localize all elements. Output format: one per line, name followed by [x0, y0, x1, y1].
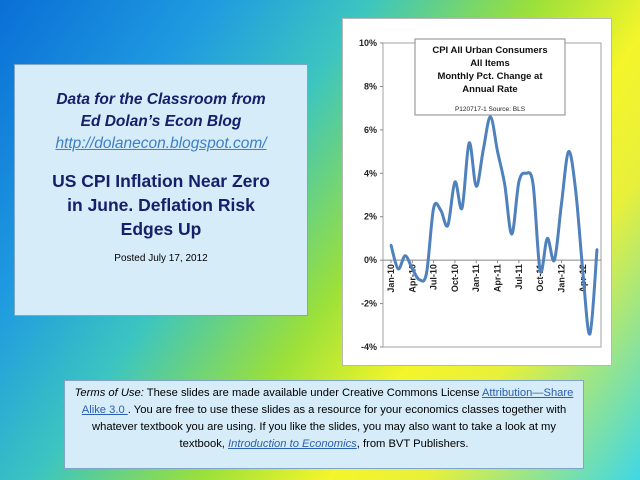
data-point: [531, 182, 535, 186]
terms-label: Terms of Use:: [74, 387, 144, 399]
x-tick-label: Oct-11: [535, 264, 545, 292]
cpi-chart-panel: 10% 8% 6% 4% 2% 0% -2% -4% Jan-10 Apr-10 Jul-10 Oct…: [342, 18, 612, 366]
series-line-cpi: [389, 115, 599, 336]
terms-of-use-box: Terms of Use: These slides are made avai…: [64, 380, 584, 469]
data-point: [595, 248, 599, 251]
data-point: [396, 267, 400, 271]
data-point: [482, 148, 485, 151]
chart-title-box: [414, 38, 566, 116]
headline-line-1: US CPI Inflation Near Zero: [52, 171, 270, 191]
slide-headline: US CPI Inflation Near Zero in June. Defl…: [15, 169, 307, 241]
chart-source-note: P120717-1 Source: BLS: [455, 106, 526, 113]
headline-line-3: Edges Up: [120, 219, 202, 239]
chart-title-line: Annual Rate: [462, 84, 517, 95]
y-tick-label: -2%: [361, 299, 377, 309]
data-point: [553, 258, 556, 262]
data-point: [439, 209, 442, 212]
headline-line-2: in June. Deflation Risk: [67, 195, 255, 215]
blog-url-link[interactable]: http://dolanecon.blogspot.com/: [55, 135, 267, 152]
chart-title-line: CPI All Urban Consumers: [432, 45, 547, 56]
data-point: [567, 150, 570, 153]
data-point: [453, 180, 457, 184]
blog-heading: Data for the Classroom from Ed Dolan’s E…: [15, 89, 307, 133]
terms-text-3: , from BVT Publishers.: [356, 438, 469, 450]
x-tick-label: Jan-11: [471, 264, 481, 292]
x-tick-label: Jul-10: [429, 264, 439, 290]
data-point: [411, 267, 414, 271]
y-tick-label: 6%: [364, 125, 377, 135]
cpi-line-chart: 10% 8% 6% 4% 2% 0% -2% -4% Jan-10 Apr-10 Jul-10 Oct…: [359, 38, 602, 352]
x-tick-label: Apr-10: [407, 264, 417, 293]
data-point: [418, 278, 421, 281]
y-tick-label: 4%: [364, 168, 377, 178]
title-panel: Data for the Classroom from Ed Dolan’s E…: [14, 64, 308, 316]
y-tick-label: 10%: [359, 38, 377, 48]
x-tick-label: Jul-11: [514, 264, 524, 290]
y-tick-label: 2%: [364, 212, 377, 222]
y-tick-label: -4%: [361, 342, 377, 352]
data-point: [581, 269, 584, 273]
data-point: [432, 206, 435, 210]
data-point: [389, 243, 393, 247]
data-point: [475, 185, 478, 188]
posted-date: Posted July 17, 2012: [114, 253, 208, 264]
blog-line-1: Data for the Classroom from: [56, 91, 266, 108]
data-point: [524, 172, 528, 175]
y-tick-label: 8%: [364, 81, 377, 91]
textbook-link[interactable]: Introduction to Economics: [228, 438, 357, 450]
data-point: [560, 202, 563, 205]
y-tick-label: 0%: [364, 255, 377, 265]
terms-text-2: . You are free to use these slides as a …: [92, 404, 567, 450]
data-point: [404, 254, 407, 257]
data-point: [517, 180, 521, 184]
data-point: [467, 141, 471, 145]
data-point: [446, 224, 450, 227]
data-point: [496, 150, 499, 153]
data-point: [588, 332, 592, 336]
data-point: [574, 189, 577, 192]
chart-title-line: Monthly Pct. Change at: [437, 71, 543, 82]
data-point: [489, 115, 492, 119]
x-tick-label: Oct-10: [450, 264, 460, 292]
license-link[interactable]: Attribution—Share Alike 3.0: [81, 387, 574, 416]
data-point: [425, 271, 428, 275]
data-point: [460, 206, 464, 210]
blog-line-2: Ed Dolan’s Econ Blog: [80, 113, 242, 130]
data-point: [510, 232, 513, 236]
data-point: [546, 237, 549, 240]
chart-title-line: All Items: [470, 58, 510, 69]
terms-text-1: These slides are made available under Cr…: [143, 387, 482, 399]
data-point: [503, 182, 506, 186]
x-tick-label: Apr-11: [493, 264, 503, 292]
x-tick-label: Jan-12: [556, 264, 566, 293]
data-point: [538, 269, 542, 273]
x-tick-label: Jan-10: [386, 264, 396, 293]
